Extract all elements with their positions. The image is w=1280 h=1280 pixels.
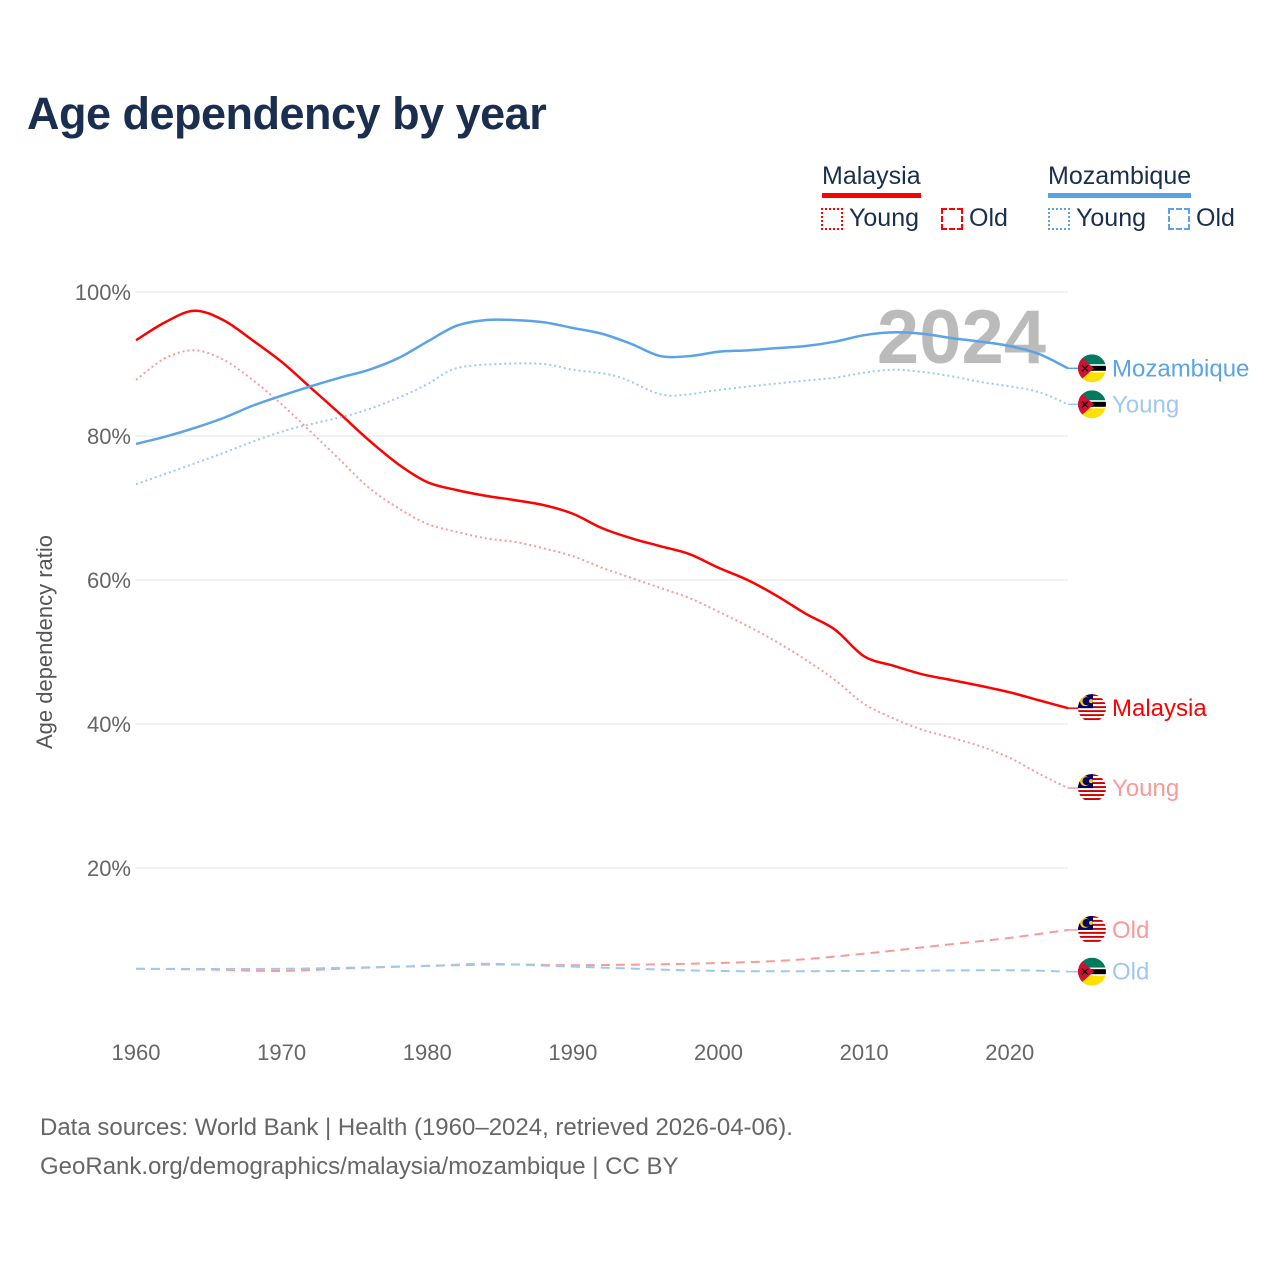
legend-malaysia-old[interactable]: Old: [941, 204, 1008, 233]
source-url[interactable]: GeoRank.org/demographics/malaysia/mozamb…: [40, 1153, 679, 1180]
x-tick-label: 2020: [985, 1040, 1034, 1065]
mozambique-flag-icon: [1078, 957, 1106, 986]
legend-label: Old: [969, 204, 1008, 232]
legend-mozambique[interactable]: Mozambique: [1048, 162, 1192, 198]
y-tick-label: 60%: [87, 568, 131, 593]
legend-label: Old: [1196, 204, 1235, 232]
end-label: Young: [1112, 775, 1179, 802]
series-line-malaysia-young[interactable]: [135, 349, 1069, 789]
x-tick-label: 1980: [403, 1040, 452, 1065]
end-label: Young: [1112, 391, 1179, 418]
end-label: Malaysia: [1112, 695, 1207, 722]
dotted-line-swatch-icon: [1048, 207, 1070, 230]
end-label: Old: [1112, 959, 1149, 986]
y-tick-label: 100%: [75, 280, 131, 305]
malaysia-flag-icon: [1078, 694, 1106, 723]
y-tick-label: 80%: [87, 424, 131, 449]
chart-title: Age dependency by year: [27, 88, 547, 139]
year-watermark: 2024: [877, 295, 1046, 380]
x-tick-label: 1970: [257, 1040, 306, 1065]
legend-label: Young: [849, 204, 919, 232]
x-tick-label: 1990: [548, 1040, 597, 1065]
y-tick-label: 20%: [87, 856, 131, 881]
dashed-line-swatch-icon: [1168, 207, 1190, 230]
mozambique-flag-icon: [1078, 390, 1106, 419]
y-tick-label: 40%: [87, 712, 131, 737]
end-label: Old: [1112, 917, 1149, 944]
x-tick-label: 1960: [112, 1040, 161, 1065]
series-line-malaysia[interactable]: [135, 309, 1069, 710]
legend-label: Young: [1076, 204, 1146, 232]
legend-mozambique-young[interactable]: Young: [1048, 204, 1146, 233]
series-line-malaysia-old[interactable]: [135, 928, 1069, 972]
dotted-line-swatch-icon: [821, 207, 843, 230]
series-line-mozambique[interactable]: [135, 318, 1069, 446]
y-axis-label: Age dependency ratio: [32, 535, 57, 749]
series-line-mozambique-old[interactable]: [135, 962, 1069, 973]
source-line: Data sources: World Bank | Health (1960–…: [40, 1114, 793, 1141]
legend-mozambique-old[interactable]: Old: [1168, 204, 1235, 233]
x-tick-label: 2010: [840, 1040, 889, 1065]
x-tick-label: 2000: [694, 1040, 743, 1065]
legend-malaysia[interactable]: Malaysia: [822, 162, 921, 198]
end-label: Mozambique: [1112, 355, 1249, 382]
source-note: Data sources: World Bank | Health (1960–…: [40, 1108, 793, 1186]
mozambique-flag-icon: [1078, 354, 1106, 383]
malaysia-flag-icon: [1078, 915, 1106, 944]
malaysia-flag-icon: [1078, 774, 1106, 803]
dashed-line-swatch-icon: [941, 207, 963, 230]
series-line-mozambique-young[interactable]: [135, 362, 1069, 486]
legend-malaysia-young[interactable]: Young: [821, 204, 919, 233]
